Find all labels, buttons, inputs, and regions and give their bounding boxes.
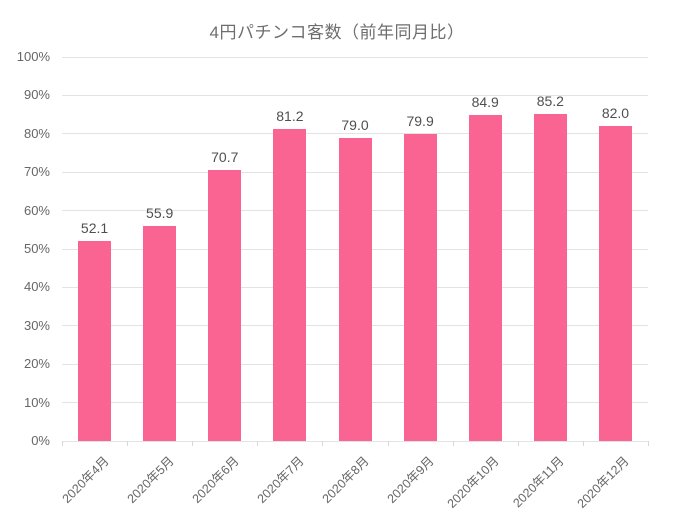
- y-tick-label: 0%: [31, 433, 50, 448]
- x-axis: 2020年4月 2020年5月 2020年6月 2020年7月 2020年8月 2020年…: [59, 441, 648, 526]
- x-tick-mark: [191, 441, 193, 446]
- x-tick-mark: [387, 441, 389, 446]
- bar: [403, 134, 437, 441]
- bar-value-label: 79.9: [406, 113, 434, 130]
- x-tick-mark: [321, 441, 323, 446]
- x-tick-label: 2020年5月: [124, 453, 177, 506]
- bar-value-label: 70.7: [211, 148, 239, 165]
- x-tick-label: 2020年10月: [444, 453, 502, 511]
- y-tick-label: 70%: [23, 164, 50, 180]
- bar-value-label: 79.0: [341, 116, 369, 133]
- bar-value-label: 52.1: [80, 219, 109, 236]
- x-tick-label: 2020年7月: [254, 453, 307, 506]
- y-tick-label: 80%: [23, 125, 50, 141]
- bar: [78, 240, 112, 441]
- bar-value-label: 81.2: [276, 108, 304, 125]
- bar-value-label: 55.9: [146, 205, 174, 222]
- y-tick-label: 10%: [23, 394, 50, 410]
- x-tick-mark: [126, 441, 128, 446]
- bar-value-label: 85.2: [536, 92, 564, 109]
- y-tick-label: 50%: [23, 241, 50, 256]
- x-tick-mark: [647, 441, 649, 446]
- bar-value-label: 84.9: [471, 93, 499, 110]
- x-tick-label: 2020年12月: [575, 453, 633, 511]
- x-tick-label: 2020年8月: [319, 453, 372, 506]
- y-tick-label: 30%: [23, 317, 50, 333]
- y-tick-label: 100%: [16, 49, 50, 64]
- bar: [468, 114, 502, 441]
- bar: [273, 129, 307, 441]
- x-tick-label: 2020年4月: [59, 453, 112, 506]
- bar: [143, 226, 177, 441]
- y-axis: 0% 10% 20% 30% 40% 50% 60% 70% 80% 90% 100%: [0, 49, 50, 448]
- x-tick-mark: [582, 441, 584, 446]
- plot-area: 52.1 55.9 70.7 81.2 79.0 79.9 84.9 85.2 82.0: [61, 56, 649, 446]
- bar-value-label: 82.0: [601, 105, 630, 122]
- bar: [338, 137, 372, 441]
- x-tick-label: 2020年9月: [384, 453, 437, 506]
- bar: [598, 126, 632, 441]
- x-tick-mark: [256, 441, 258, 446]
- x-tick-mark: [452, 441, 454, 446]
- y-tick-label: 40%: [23, 279, 50, 295]
- y-tick-label: 90%: [23, 87, 50, 103]
- x-tick-label: 2020年11月: [510, 453, 568, 511]
- chart-title: 4円パチンコ客数（前年同月比）: [209, 23, 465, 42]
- x-tick-mark: [517, 441, 519, 446]
- y-tick-label: 60%: [23, 202, 50, 218]
- bar: [208, 169, 242, 441]
- x-tick-label: 2020年6月: [189, 453, 242, 506]
- y-tick-label: 20%: [23, 356, 50, 372]
- gridline: [62, 94, 648, 96]
- bar: [533, 113, 567, 441]
- gridline: [62, 440, 648, 442]
- x-tick-mark: [61, 441, 63, 446]
- gridline: [62, 133, 648, 135]
- gridline: [62, 56, 648, 58]
